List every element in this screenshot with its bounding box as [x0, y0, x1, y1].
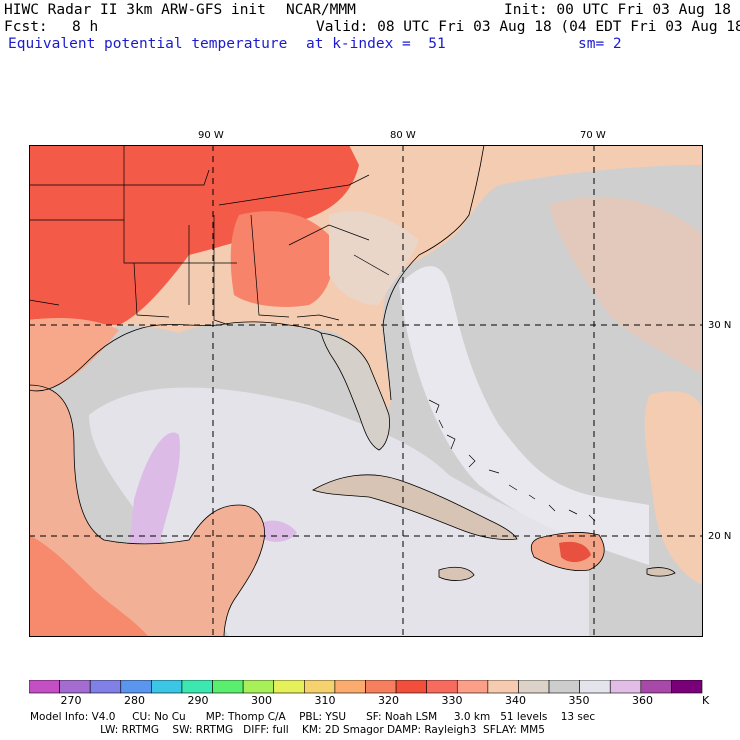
- level-index: at k-index = 51: [306, 36, 446, 52]
- colorbar-cell: [395, 680, 427, 694]
- colorbar-tick-label: 360: [632, 694, 653, 707]
- colorbar-cell: [242, 680, 275, 694]
- graticule: [29, 145, 703, 637]
- smoothing-label: sm= 2: [578, 36, 622, 52]
- forecast-label: Fcst:: [4, 19, 48, 35]
- colorbar-cell: [120, 680, 152, 694]
- init-time: Init: 00 UTC Fri 03 Aug 18: [504, 2, 731, 18]
- colorbar-cell: [671, 680, 703, 694]
- colorbar-tick-label: 290: [187, 694, 209, 707]
- warm-field-atlantic: [549, 196, 703, 375]
- cuba: [312, 474, 518, 540]
- warm-field-east: [644, 391, 703, 585]
- colorbar-cell: [181, 680, 213, 694]
- colorbar-tick-label: 300: [251, 694, 272, 707]
- colorbar-cell: [579, 680, 611, 694]
- colorbar-cell: [609, 680, 642, 694]
- colorbar-cell: [29, 680, 60, 694]
- field-name: Equivalent potential temperature: [8, 36, 288, 52]
- colorbar-tick-label: 270: [60, 694, 82, 707]
- cool-field-georgia: [329, 211, 419, 305]
- colorbar-cell: [212, 680, 244, 694]
- colorbar-tick-label: 310: [314, 694, 336, 707]
- colorbar-cell: [518, 680, 550, 694]
- model-info-line1: Model Info: V4.0 CU: No Cu MP: Thomp C/A…: [30, 711, 596, 723]
- map-frame: [29, 145, 703, 637]
- lon-label-70w: 70 W: [580, 130, 606, 141]
- florida: [320, 332, 390, 451]
- mexico-land: [29, 384, 265, 637]
- colorbar-tick-label: 350: [568, 694, 590, 707]
- colorbar-cell: [304, 680, 336, 694]
- valid-time: Valid: 08 UTC Fri 03 Aug 18 (04 EDT Fri …: [316, 19, 740, 35]
- colorbar-cell: [89, 680, 122, 694]
- colorbar-cell: [548, 680, 580, 694]
- lon-label-80w: 80 W: [390, 130, 416, 141]
- atlantic-coastline: [382, 145, 485, 401]
- colorbar-tick-label: 340: [505, 694, 526, 707]
- bahamas: [428, 399, 596, 522]
- colorbar-cell: [273, 680, 305, 694]
- model-title: HIWC Radar II 3km ARW-GFS init: [4, 2, 266, 18]
- hot-field-mexico-coast: [29, 535, 149, 637]
- colorbar-unit: K: [702, 694, 710, 707]
- colorbar-cell: [456, 680, 489, 694]
- lat-label-30n: 30 N: [708, 320, 732, 331]
- lat-label-20n: 20 N: [708, 531, 732, 542]
- colorbar-cell: [334, 680, 366, 694]
- puerto-rico: [646, 567, 676, 577]
- state-borders: [29, 145, 390, 326]
- colorbar-tick-label: 330: [441, 694, 463, 707]
- colorbar-cell: [640, 680, 672, 694]
- jamaica: [438, 566, 475, 581]
- light-field-atlantic: [399, 266, 649, 565]
- lon-label-90w: 90 W: [198, 130, 224, 141]
- model-info-line2: LW: RRTMG SW: RRTMG DIFF: full KM: 2D Sm…: [30, 724, 545, 736]
- colorbar-cell: [365, 680, 397, 694]
- purple-field-caribbean: [261, 520, 297, 542]
- colorbar: [29, 680, 703, 694]
- colorbar-tick-label: 280: [124, 694, 145, 707]
- purple-field-gulf: [129, 432, 180, 560]
- gulf-coastline: [29, 321, 322, 392]
- colorbar-cell: [59, 680, 91, 694]
- hot-field-interior: [29, 145, 359, 325]
- colorbar-cell: [487, 680, 519, 694]
- colorbar-tick-label: 320: [378, 694, 399, 707]
- forecast-hour: 8 h: [72, 19, 99, 35]
- warm-field-texas: [29, 318, 119, 390]
- colorbar-cell: [151, 680, 183, 694]
- colorbar-cell: [426, 680, 458, 694]
- hot-field-hispaniola: [559, 541, 591, 563]
- org-label: NCAR/MMM: [286, 2, 356, 18]
- theta-e-map: [29, 145, 703, 637]
